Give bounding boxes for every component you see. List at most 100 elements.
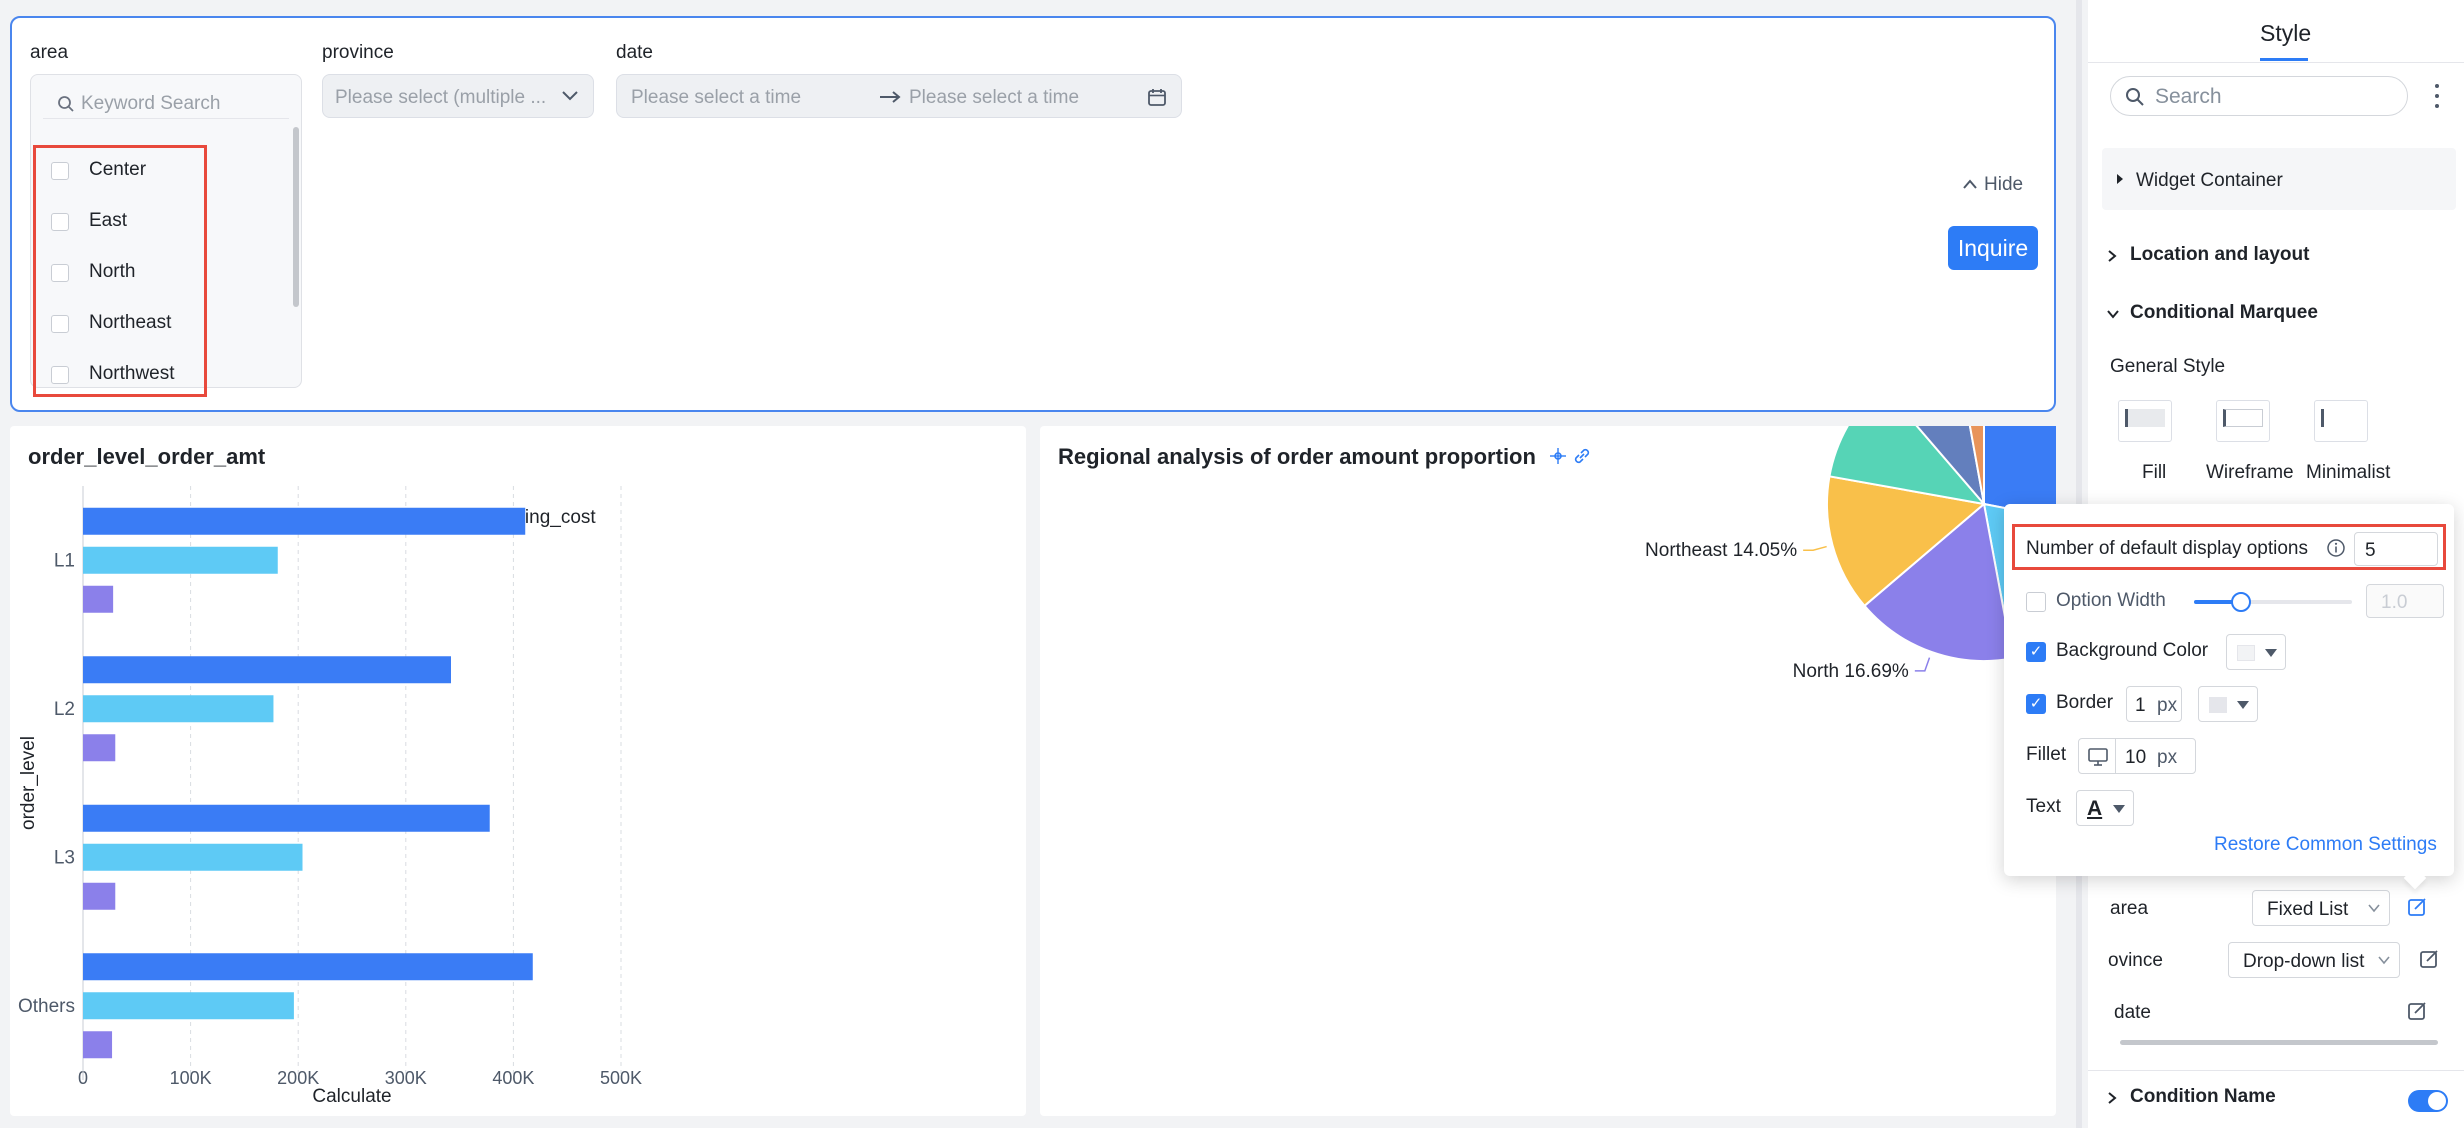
info-icon[interactable] — [2326, 538, 2346, 558]
background-color-checkbox[interactable]: ✓ — [2026, 642, 2046, 662]
style-wireframe-label: Wireframe — [2206, 462, 2294, 483]
section-label: Location and layout — [2130, 244, 2310, 265]
area-option-northwest[interactable]: Northwest — [47, 349, 237, 399]
tab-style[interactable]: Style — [2260, 20, 2312, 46]
style-minimalist-label: Minimalist — [2306, 462, 2391, 483]
date-end-placeholder: Please select a time — [909, 87, 1080, 108]
y-tick-label: L2 — [54, 699, 75, 720]
option-width-checkbox[interactable] — [2026, 592, 2046, 612]
conditional-marquee-section[interactable]: Conditional Marquee — [2106, 302, 2318, 324]
drill-icon[interactable] — [1548, 446, 1568, 466]
row-province-type-select[interactable]: Drop-down list — [2228, 942, 2400, 978]
text-label: Text — [2026, 796, 2061, 817]
checkbox[interactable] — [51, 315, 69, 333]
section-label: Conditional Marquee — [2130, 302, 2318, 323]
row-area-type-select[interactable]: Fixed List — [2252, 890, 2390, 926]
bar-price-L1 — [83, 546, 278, 574]
option-width-label: Option Width — [2056, 590, 2166, 611]
text-color-picker[interactable]: A — [2076, 790, 2134, 826]
tab-indicator — [2260, 58, 2308, 61]
search-icon — [2126, 88, 2144, 106]
caret-right-icon — [2117, 174, 2123, 184]
pie-slice-Northeast — [1826, 475, 1987, 608]
checkbox[interactable] — [51, 366, 69, 384]
area-option-northeast[interactable]: Northeast — [47, 298, 237, 348]
option-width-input[interactable]: 1.0 — [2366, 584, 2444, 618]
option-label: Northwest — [89, 363, 175, 384]
edit-icon[interactable] — [2406, 896, 2428, 918]
border-checkbox[interactable]: ✓ — [2026, 694, 2046, 714]
pie-label-Northeast: Northeast 14.05% — [1645, 540, 1797, 561]
area-option-north[interactable]: North — [47, 247, 237, 297]
fillet-input[interactable]: 10 px — [2078, 738, 2196, 774]
style-wireframe-thumbnail[interactable] — [2216, 400, 2270, 442]
bar-shipping_cost-L2 — [83, 734, 116, 762]
horizontal-scrollbar[interactable] — [2120, 1040, 2438, 1045]
bar-chart: profit_amtpriceshipping_cost0100K200K300… — [18, 486, 642, 1107]
checkbox[interactable] — [51, 264, 69, 282]
checkbox[interactable] — [51, 162, 69, 180]
condition-name-section[interactable]: Condition Name — [2106, 1086, 2276, 1108]
default-display-input[interactable]: 5 — [2354, 532, 2438, 566]
x-tick-label: 300K — [385, 1068, 427, 1088]
x-tick-label: 100K — [170, 1068, 212, 1088]
row-date-label: date — [2114, 1002, 2151, 1023]
keyword-search-placeholder: Keyword Search — [81, 93, 221, 114]
caret-down-icon — [2237, 701, 2249, 709]
date-range-picker[interactable]: Please select a time Please select a tim… — [616, 74, 1182, 118]
calendar-icon — [1148, 89, 1166, 106]
chevron-down-icon — [2378, 956, 2390, 965]
option-width-slider[interactable] — [2194, 592, 2352, 612]
link-icon[interactable] — [1572, 446, 1592, 466]
area-label: area — [30, 42, 69, 63]
widget-container-section[interactable]: Widget Container — [2102, 148, 2456, 210]
province-select[interactable]: Please select (multiple ... — [322, 74, 594, 118]
pie-label-line — [1803, 545, 1827, 551]
bar-chart-card: order_level_order_amt profit_amtpriceshi… — [10, 426, 1026, 1116]
input-value: 10 — [2125, 747, 2147, 768]
y-tick-label: L1 — [54, 550, 75, 571]
pie-slice-Northwest — [1915, 426, 1986, 508]
keyword-search-input[interactable]: Keyword Search — [43, 85, 289, 119]
condition-name-toggle[interactable] — [2408, 1090, 2448, 1112]
pie-chart: South 28.05%East 19.03%North 16.69%North… — [1645, 426, 2056, 682]
style-minimalist-thumbnail[interactable] — [2314, 400, 2368, 442]
background-color-picker[interactable] — [2226, 634, 2286, 670]
list-scrollbar[interactable] — [293, 127, 299, 307]
pie-label-North: North 16.69% — [1793, 661, 1909, 682]
border-width-input[interactable]: 1 px — [2126, 686, 2182, 722]
bar-price-Others — [83, 992, 294, 1020]
bar-profit_amt-L2 — [83, 656, 451, 684]
checkbox[interactable] — [51, 213, 69, 231]
location-layout-section[interactable]: Location and layout — [2106, 244, 2309, 266]
option-label: East — [89, 210, 128, 231]
edit-icon[interactable] — [2406, 1000, 2428, 1022]
border-color-picker[interactable] — [2198, 686, 2258, 722]
style-fill-thumbnail[interactable] — [2118, 400, 2172, 442]
inquire-button[interactable]: Inquire — [1948, 226, 2038, 270]
x-tick-label: 500K — [600, 1068, 642, 1088]
style-search-input[interactable]: Search — [2110, 76, 2408, 116]
area-option-center[interactable]: Center — [47, 145, 237, 195]
bar-profit_amt-L1 — [83, 507, 526, 535]
monitor-icon[interactable] — [2087, 747, 2109, 767]
hide-label: Hide — [1984, 174, 2024, 195]
border-label: Border — [2056, 692, 2114, 713]
section-label: Condition Name — [2130, 1086, 2276, 1107]
color-swatch — [2209, 697, 2227, 713]
area-option-east[interactable]: East — [47, 196, 237, 246]
more-icon[interactable] — [2434, 82, 2440, 110]
widget-container-label: Widget Container — [2136, 170, 2283, 191]
option-label: Center — [89, 159, 147, 180]
background-color-label: Background Color — [2056, 640, 2209, 661]
edit-icon[interactable] — [2418, 948, 2440, 970]
input-value: 1 — [2135, 695, 2146, 716]
pie-label-line — [1914, 657, 1931, 672]
chevron-down-icon — [562, 91, 578, 101]
bar-price-L2 — [83, 695, 274, 723]
restore-settings-link[interactable]: Restore Common Settings — [2214, 834, 2437, 855]
hide-button[interactable]: Hide — [1962, 174, 2023, 196]
pie-chart-title: Regional analysis of order amount propor… — [1058, 444, 1536, 469]
text-color-icon: A — [2087, 797, 2103, 820]
area-option-list: Keyword Search Center East North Northea… — [30, 74, 302, 397]
